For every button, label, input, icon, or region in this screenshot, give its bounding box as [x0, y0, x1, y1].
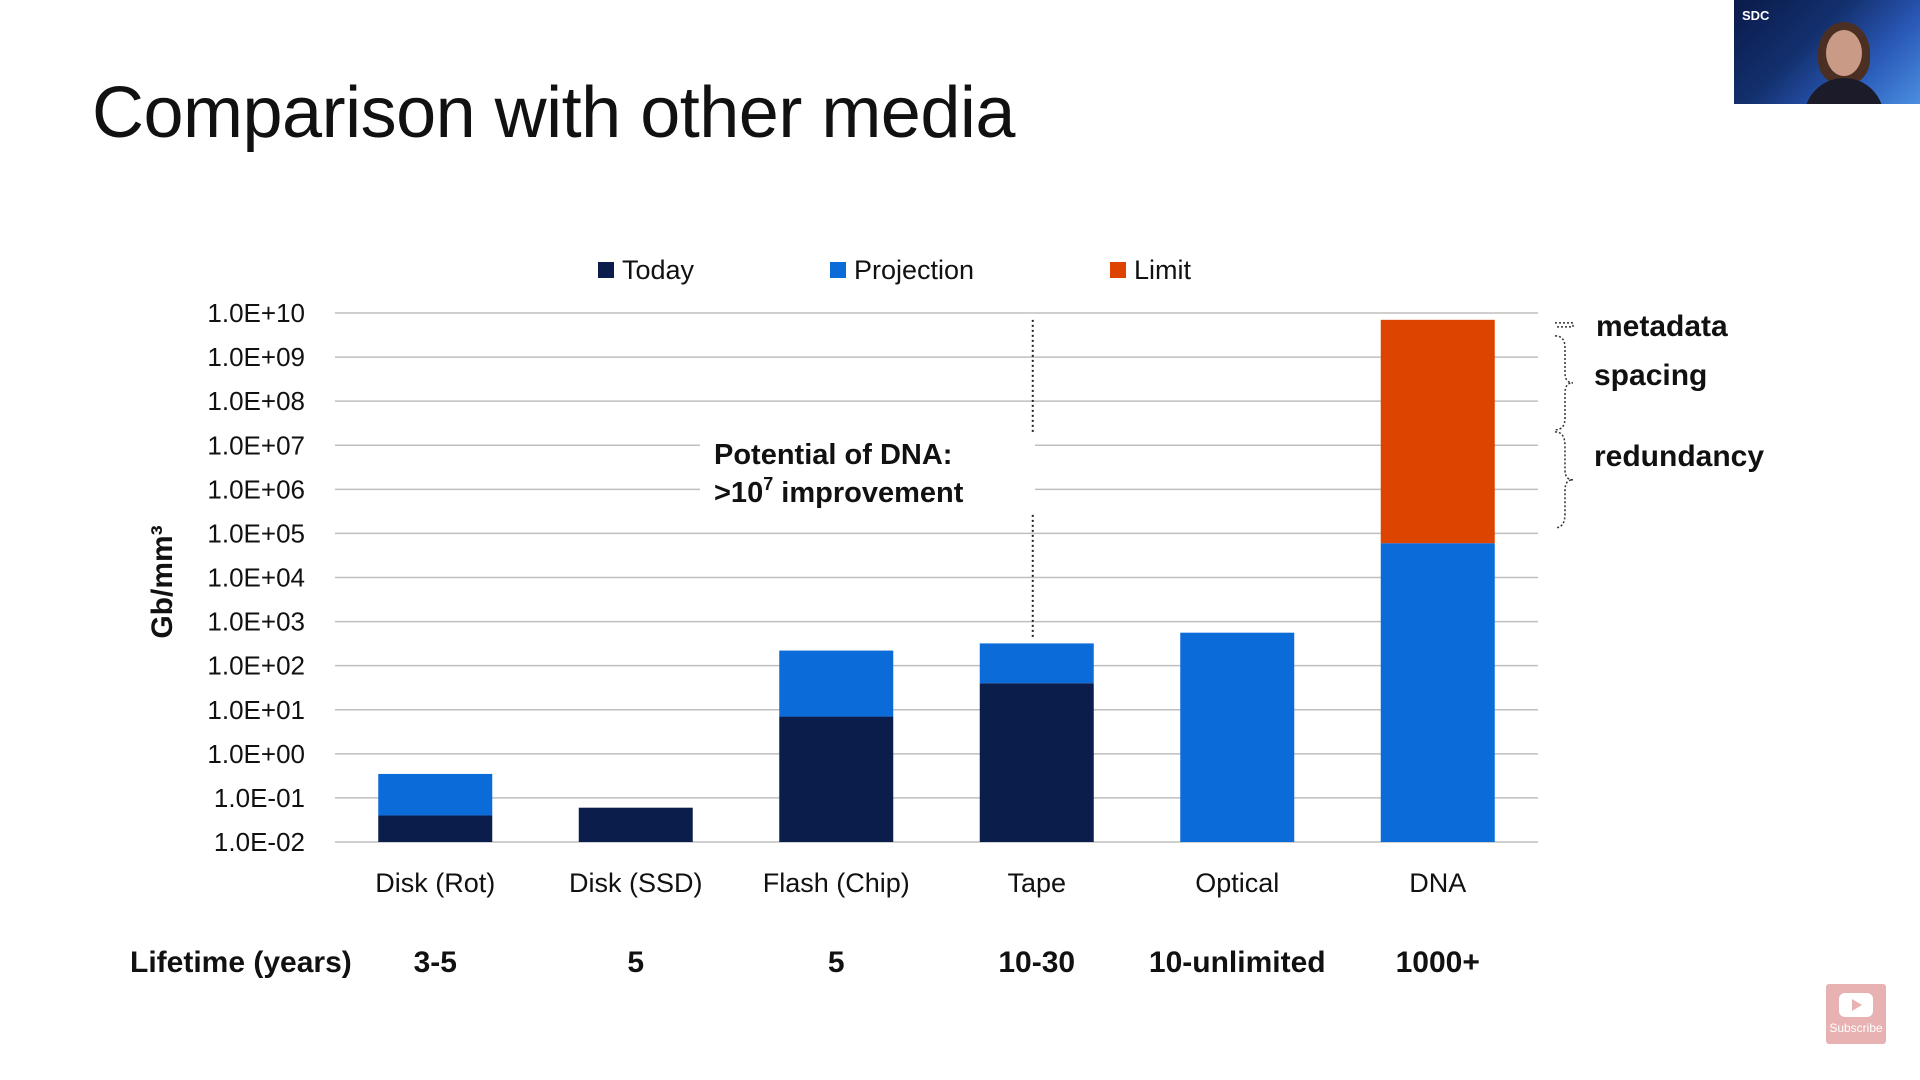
y-tick-label: 1.0E+08 [207, 386, 305, 416]
legend: Today Projection Limit [598, 255, 1192, 285]
y-tick-label: 1.0E+10 [207, 298, 305, 328]
annotation-line1: Potential of DNA: [714, 439, 952, 471]
y-tick-label: 1.0E+03 [207, 607, 305, 637]
annotation-prefix: >10 [714, 477, 763, 509]
x-tick-label: Disk (Rot) [375, 868, 495, 898]
annotation: Potential of DNA:>107 improvement [700, 319, 1035, 640]
bar-projection-3 [979, 643, 1094, 684]
y-tick-label: 1.0E+06 [207, 474, 305, 504]
x-tick-label: DNA [1409, 868, 1466, 898]
y-tick-label: 1.0E+09 [207, 342, 305, 372]
brace-label-spacing: spacing [1594, 359, 1707, 392]
bar-today-2 [779, 716, 894, 842]
presenter-face [1826, 30, 1862, 76]
subscribe-button[interactable]: Subscribe [1826, 984, 1886, 1044]
legend-entry: Projection [854, 255, 974, 285]
bar-projection-4 [1180, 632, 1295, 842]
y-tick-labels: 1.0E+10 1.0E+09 1.0E+08 1.0E+07 1.0E+06 1.0E+… [207, 298, 305, 857]
y-tick-label: 1.0E-01 [214, 783, 305, 813]
x-tick-labels: Disk (Rot) Disk (SSD) Flash (Chip) Tape Opti… [375, 868, 1466, 898]
legend-entry: Limit [1134, 255, 1192, 285]
bar-today-1 [578, 807, 693, 842]
annotation-backdrop [700, 432, 1035, 512]
bar-projection-2 [779, 650, 894, 717]
y-tick-label: 1.0E+02 [207, 651, 305, 681]
slide-title: Comparison with other media [92, 73, 1015, 153]
lifetime-value: 5 [828, 946, 845, 979]
spacing-brace [1554, 335, 1574, 431]
lifetime-label: Lifetime (years) [130, 946, 352, 979]
annotation-suffix: improvement [773, 477, 963, 509]
brace-annotations: metadata spacing redundancy [1554, 310, 1764, 529]
y-tick-label: 1.0E+00 [207, 739, 305, 769]
lifetime-row: 3-5 5 5 10-30 10-unlimited 1000+ Lifetime (yea… [130, 946, 1480, 979]
presenter-body [1804, 78, 1884, 104]
legend-swatch-limit [1110, 262, 1126, 278]
annotation-line2: >107 improvement [714, 474, 964, 509]
bar-limit-5 [1380, 319, 1495, 544]
redundancy-brace [1554, 431, 1574, 529]
bar-projection-5 [1380, 543, 1495, 842]
lifetime-value: 1000+ [1396, 946, 1480, 979]
y-tick-label: 1.0E+04 [207, 563, 305, 593]
x-tick-label: Tape [1007, 868, 1066, 898]
y-tick-label: 1.0E-02 [214, 827, 305, 857]
lifetime-value: 10-unlimited [1149, 946, 1326, 979]
brace-label-metadata: metadata [1596, 310, 1728, 343]
lifetime-value: 5 [627, 946, 644, 979]
x-tick-label: Optical [1195, 868, 1279, 898]
y-axis-label: Gb/mm³ [146, 525, 179, 638]
lifetime-value: 3-5 [414, 946, 457, 979]
y-tick-label: 1.0E+07 [207, 430, 305, 460]
y-tick-label: 1.0E+05 [207, 518, 305, 548]
grid-lines [335, 312, 1538, 843]
x-tick-label: Disk (SSD) [569, 868, 703, 898]
bar-today-3 [979, 683, 1094, 842]
lifetime-value: 10-30 [998, 946, 1075, 979]
presenter-webcam: SDC [1734, 0, 1920, 104]
youtube-play-icon [1839, 993, 1873, 1017]
legend-swatch-today [598, 262, 614, 278]
x-tick-label: Flash (Chip) [763, 868, 910, 898]
bar-today-0 [378, 815, 493, 842]
subscribe-label: Subscribe [1829, 1021, 1883, 1035]
annotation-superscript: 7 [763, 474, 773, 494]
sdc-logo: SDC [1742, 8, 1770, 23]
brace-label-redundancy: redundancy [1594, 440, 1764, 473]
bar-projection-0 [378, 773, 493, 816]
legend-entry: Today [622, 255, 695, 285]
bars [378, 319, 1495, 842]
metadata-brace [1555, 322, 1574, 328]
legend-swatch-projection [830, 262, 846, 278]
y-tick-label: 1.0E+01 [207, 695, 305, 725]
